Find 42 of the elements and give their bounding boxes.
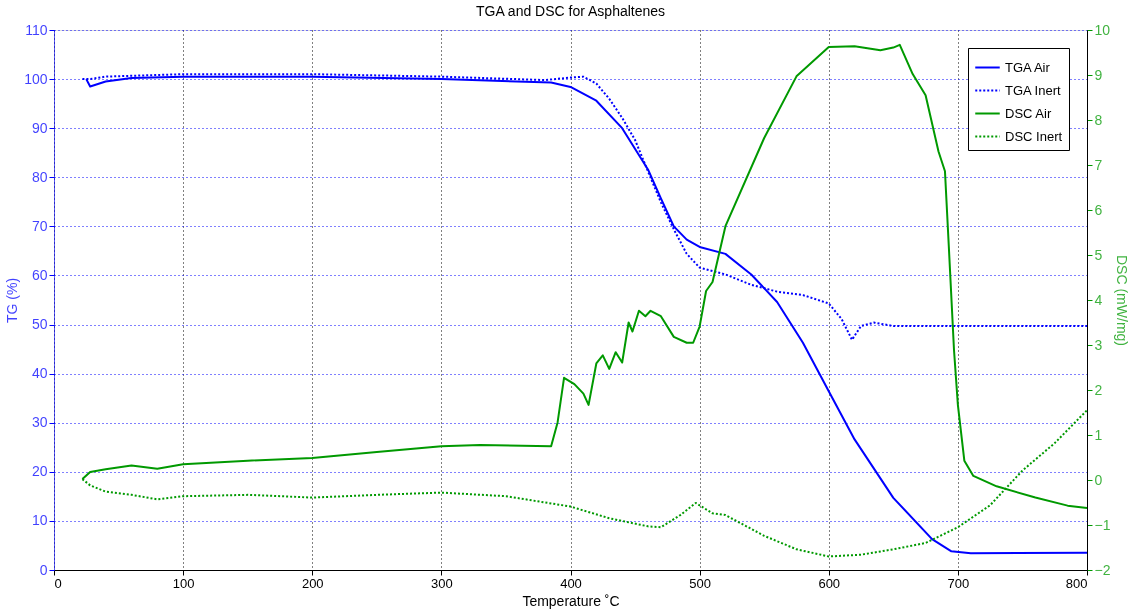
y-tick-label: 10 [31,512,48,529]
y2-tick-label: 2 [1094,381,1103,398]
y-tick-label: 70 [31,217,48,234]
y-tick-label: 90 [31,119,48,136]
y2-tick-label: 10 [1094,21,1111,38]
y2-tick-label: 7 [1094,156,1103,173]
x-tick-label: 100 [172,575,195,591]
y2-tick-label: 3 [1094,336,1103,353]
y-tick-label: 0 [39,561,48,578]
y-tick-label: 110 [25,21,48,38]
y2-tick-label: 8 [1094,111,1103,128]
x-tick-label: 400 [560,575,582,591]
y-tick-label: 80 [31,168,48,185]
x-tick-label: 600 [818,575,841,591]
x-tick-label: 200 [301,575,324,591]
y2-tick-label: 6 [1094,201,1103,218]
y-tick-label: 30 [31,414,48,431]
x-tick-label: 500 [689,575,711,591]
y-tick-label: 60 [31,266,48,283]
chart-title: TGA and DSC for Asphaltenes [475,3,666,19]
x-tick-label: 700 [947,575,970,591]
y-tick-label: 100 [24,70,48,87]
x-tick-label: 0 [54,575,62,591]
y2-tick-label: −2 [1094,561,1111,578]
legend-label: DSC Air [1005,105,1052,121]
y2-tick-label: −1 [1094,516,1111,533]
y-axis-title: TG (%) [4,277,21,324]
y2-tick-label: 5 [1094,246,1103,263]
x-tick-label: 800 [1065,575,1088,591]
y-tick-label: 40 [31,365,48,382]
x-tick-label: 300 [431,575,453,591]
legend-label: TGA Inert [1005,82,1062,98]
y2-axis-title: DSC (mW/mg) [1114,255,1131,346]
y2-tick-label: 9 [1094,66,1103,83]
y2-tick-label: 1 [1094,426,1103,443]
y-tick-label: 50 [31,316,48,333]
y2-tick-label: 0 [1094,471,1103,488]
y2-tick-label: 4 [1094,291,1103,308]
legend-label: TGA Air [1005,59,1051,75]
y-tick-label: 20 [31,463,48,480]
x-axis-title: Temperature ˚C [522,592,620,609]
legend-label: DSC Inert [1005,128,1063,144]
